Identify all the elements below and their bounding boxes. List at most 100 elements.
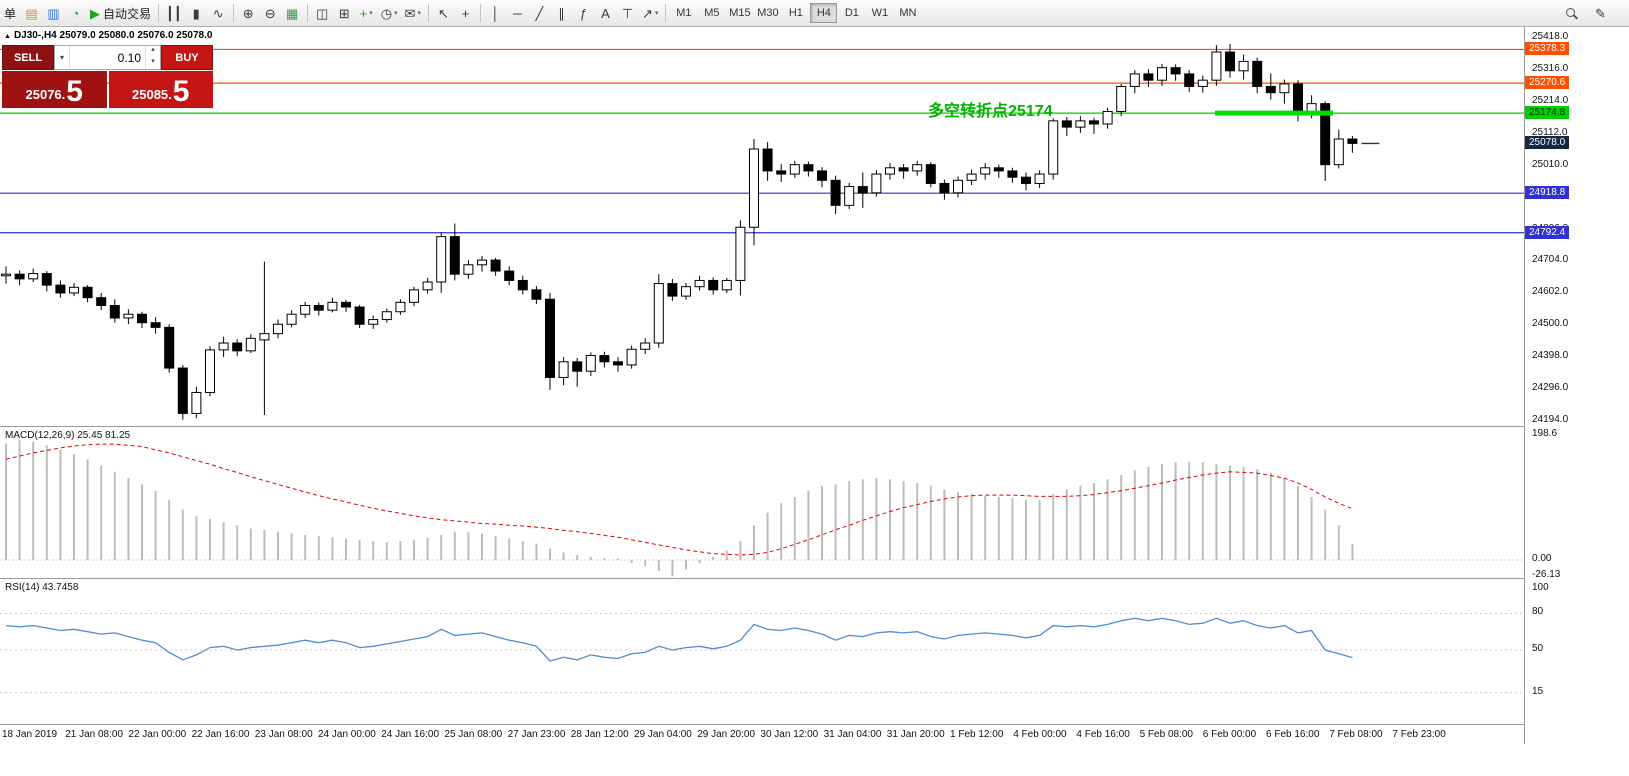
new-order-icon-glyph: ▤	[25, 5, 38, 21]
indicators-icon-glyph: +	[359, 5, 368, 21]
timeframe-h1-button[interactable]: H1	[788, 7, 803, 19]
periods-icon-glyph: ◷	[380, 5, 393, 21]
channel-icon-glyph: ∥	[558, 5, 565, 21]
time-tick: 22 Jan 16:00	[191, 729, 250, 740]
bar-chart-icon[interactable]: ┃┃	[163, 2, 185, 24]
text-icon[interactable]: A	[595, 2, 616, 24]
price-tick: 24398.0	[1532, 350, 1569, 362]
trendline-icon-glyph: ╱	[535, 5, 544, 21]
new-order-icon[interactable]: ▤	[21, 2, 42, 24]
vertical-line-icon-glyph: │	[491, 5, 500, 21]
cascade-windows-icon[interactable]: ⊞	[334, 2, 355, 24]
price-tick: 24602.0	[1532, 286, 1569, 298]
current-price-tag: 25078.0	[1525, 136, 1570, 150]
volume-input[interactable]	[70, 46, 145, 69]
rsi-panel[interactable]: RSI(14) 43.7458	[0, 578, 1524, 724]
volume-up-button[interactable]: ▴	[151, 46, 155, 53]
rsi-tick: 15	[1532, 685, 1544, 697]
timeframe-mn-button[interactable]: MN	[899, 7, 917, 19]
line-chart-icon[interactable]: ∿	[208, 2, 229, 24]
horizontal-line-icon[interactable]: ─	[507, 2, 528, 24]
auto-trading-button[interactable]: ▶ 自动交易	[87, 2, 154, 24]
time-tick: 18 Jan 2019	[2, 729, 58, 740]
time-tick: 27 Jan 23:00	[507, 729, 566, 740]
price-axis[interactable]: 25418.025316.025214.025112.025010.024908…	[1524, 27, 1629, 744]
timeframe-m15-button[interactable]: M15	[729, 7, 751, 19]
templates-icon[interactable]: ✉ ▾	[402, 2, 424, 24]
market-watch-icon[interactable]: ▥	[43, 2, 64, 24]
buy-price-box[interactable]: 25085. 5	[108, 71, 213, 108]
zoom-out-icon[interactable]: ⊖	[260, 2, 281, 24]
macd-tick: 198.6	[1532, 427, 1558, 439]
line-chart-icon-glyph: ∿	[212, 5, 224, 21]
volume-down-button[interactable]: ▾	[151, 57, 155, 65]
text-label-icon[interactable]: ⊤	[617, 2, 638, 24]
macd-canvas	[0, 440, 1524, 577]
grid-icon[interactable]: ▦	[282, 2, 303, 24]
buy-price-dot: .	[168, 87, 172, 102]
candlestick-canvas	[0, 43, 1524, 420]
grid-icon-glyph: ▦	[286, 5, 299, 21]
navigator-icon[interactable]: ◔	[65, 2, 86, 24]
time-tick: 7 Feb 23:00	[1392, 729, 1446, 740]
zoom-in-icon[interactable]: ⊕	[238, 2, 259, 24]
toolbar-separator	[665, 4, 667, 22]
rsi-label: RSI(14) 43.7458	[5, 582, 79, 593]
text-icon-glyph: A	[601, 5, 610, 21]
arrows-icon[interactable]: ↗ ▾	[639, 2, 661, 24]
indicators-icon[interactable]: + ▾	[356, 2, 377, 24]
pivot-annotation: 多空转折点25174	[928, 103, 1053, 120]
fibonacci-icon[interactable]: ƒ	[573, 2, 594, 24]
timeframe-m5-button[interactable]: M5	[704, 7, 720, 19]
macd-label: MACD(12,26,9) 25.45 81.25	[5, 430, 131, 441]
timeframe-w1-button[interactable]: W1	[871, 7, 889, 19]
search-icon[interactable]	[1561, 2, 1582, 24]
timeframe-h4-button[interactable]: H4	[810, 3, 838, 23]
cascade-windows-icon-glyph: ⊞	[338, 5, 350, 21]
channel-icon[interactable]: ∥	[551, 2, 572, 24]
toolbar-right-icons: ✎	[1561, 2, 1625, 24]
price-chart[interactable]: ▲ DJ30-,H4 25079.0 25080.0 25076.0 25078.…	[0, 27, 1524, 426]
navigator-icon-glyph: ◔	[71, 5, 80, 21]
time-tick: 6 Feb 16:00	[1266, 729, 1320, 740]
edit-icon[interactable]: ✎	[1590, 2, 1611, 24]
time-axis[interactable]: 18 Jan 2019 21 Jan 08:00 22 Jan 00:00 22 Ja…	[0, 724, 1524, 744]
timeframe-d1-button[interactable]: D1	[844, 7, 859, 19]
tile-windows-icon-glyph: ◫	[316, 5, 329, 21]
buy-button[interactable]: BUY	[161, 45, 213, 70]
candlestick-chart-icon[interactable]: ▮	[186, 2, 207, 24]
macd-panel[interactable]: MACD(12,26,9) 25.45 81.25	[0, 426, 1524, 578]
time-tick: 31 Jan 04:00	[823, 729, 882, 740]
crosshair-icon[interactable]: +	[455, 2, 476, 24]
time-tick: 4 Feb 00:00	[1013, 729, 1067, 740]
toolbar-separator	[306, 4, 308, 22]
volume-dropdown-caret-icon[interactable]: ▾	[55, 46, 70, 69]
cursor-icon[interactable]: ↖	[433, 2, 454, 24]
price-tick: 25316.0	[1532, 62, 1569, 74]
timeframe-m30-button[interactable]: M30	[757, 7, 779, 19]
bar-chart-icon-glyph: ┃┃	[166, 5, 182, 21]
time-tick: 1 Feb 12:00	[950, 729, 1004, 740]
time-tick: 6 Feb 00:00	[1202, 729, 1257, 740]
text-label-icon-glyph: ⊤	[621, 5, 634, 21]
sell-price-box[interactable]: 25076. 5	[2, 71, 107, 108]
periods-icon[interactable]: ◷ ▾	[378, 2, 401, 24]
time-tick: 21 Jan 08:00	[65, 729, 124, 740]
trendline-icon[interactable]: ╱	[529, 2, 550, 24]
price-tick: 24194.0	[1532, 414, 1569, 425]
timeframe-m1-button[interactable]: M1	[676, 7, 692, 19]
edit-icon-glyph: ✎	[1595, 5, 1606, 21]
time-tick: 25 Jan 08:00	[444, 729, 503, 740]
zoom-in-icon-glyph: ⊕	[242, 5, 254, 21]
dropdown-caret-icon: ▾	[654, 10, 659, 17]
sell-button[interactable]: SELL	[2, 45, 54, 70]
time-tick: 5 Feb 08:00	[1139, 729, 1193, 740]
vertical-line-icon[interactable]: │	[485, 2, 506, 24]
rsi-tick: 100	[1532, 582, 1549, 593]
one-click-trading-panel: SELL ▾ ▴ ▾ BUY 25076.5 25085.5	[2, 45, 213, 108]
tile-windows-icon[interactable]: ◫	[312, 2, 333, 24]
price-level-tag: 24918.8	[1525, 186, 1570, 200]
time-tick: 28 Jan 12:00	[570, 729, 629, 740]
bottom-strip	[0, 744, 1629, 776]
